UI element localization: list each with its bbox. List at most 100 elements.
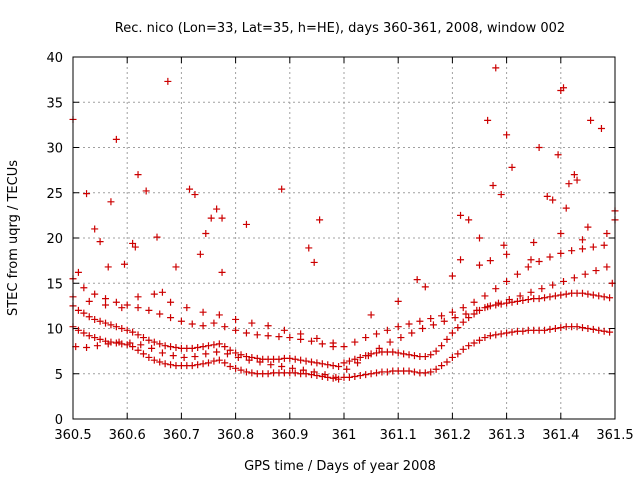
data-point (373, 369, 381, 377)
data-point (421, 369, 429, 377)
data-point (264, 322, 272, 330)
data-point (104, 340, 112, 348)
data-point (129, 328, 137, 336)
data-point (508, 163, 516, 171)
data-point (394, 323, 402, 331)
data-point (459, 304, 467, 312)
data-point (313, 372, 321, 380)
data-point (80, 309, 88, 317)
data-point (351, 372, 359, 380)
data-point (606, 328, 614, 336)
data-point (595, 326, 603, 334)
data-point (597, 124, 605, 132)
data-point (410, 368, 418, 376)
data-point (427, 315, 435, 323)
data-point (153, 233, 161, 241)
data-point (497, 191, 505, 199)
data-point (494, 299, 502, 307)
data-point (210, 357, 218, 365)
data-point (278, 363, 286, 371)
data-point (486, 332, 494, 340)
data-point (573, 323, 581, 331)
data-point (578, 289, 586, 297)
data-point (191, 191, 199, 199)
data-point (91, 290, 99, 298)
data-point (568, 247, 576, 255)
data-point (91, 334, 99, 342)
y-tick-label: 35 (46, 96, 63, 111)
y-tick-label: 25 (46, 187, 63, 202)
data-point (118, 304, 126, 312)
y-tick-label: 10 (46, 323, 63, 338)
data-point (470, 310, 478, 318)
data-point (373, 330, 381, 338)
data-point (91, 225, 99, 233)
data-point (289, 364, 297, 372)
data-point (410, 352, 418, 360)
data-point (210, 319, 218, 327)
data-point (74, 326, 82, 334)
data-point (210, 341, 218, 349)
data-point (429, 321, 437, 329)
data-point (205, 359, 212, 367)
data-point (107, 198, 115, 206)
data-point (156, 340, 164, 348)
data-point (492, 285, 500, 293)
data-point (167, 343, 175, 351)
data-point (253, 354, 261, 362)
data-point (481, 334, 489, 342)
data-point (421, 283, 429, 291)
data-point (351, 338, 359, 346)
data-point (172, 344, 180, 352)
y-ticks: 0 5 10 15 20 25 30 35 40 (46, 51, 615, 428)
data-point (546, 253, 554, 261)
x-tick-label: 361.4 (542, 428, 579, 443)
data-point (421, 353, 429, 361)
data-point (199, 360, 207, 368)
data-point (242, 329, 250, 337)
data-point (248, 319, 256, 327)
data-point (275, 333, 283, 341)
data-point (473, 306, 481, 314)
data-point (454, 350, 462, 358)
plot-frame (72, 56, 616, 420)
data-point (80, 284, 88, 292)
x-tick-label: 361.3 (488, 428, 525, 443)
data-point (188, 362, 196, 370)
x-tick-label: 360.9 (271, 428, 308, 443)
data-point (562, 290, 570, 298)
data-point (481, 292, 489, 300)
data-point (145, 353, 153, 361)
data-point (107, 321, 115, 329)
data-points (69, 64, 619, 383)
data-point (408, 329, 416, 337)
data-point (242, 368, 250, 376)
data-point (416, 317, 424, 325)
x-tick-label: 360.5 (54, 428, 91, 443)
data-point (584, 325, 592, 332)
data-point (484, 116, 492, 124)
data-point (202, 229, 210, 237)
data-point (213, 205, 221, 213)
data-point (253, 331, 261, 339)
data-point (242, 220, 250, 228)
data-point (123, 301, 131, 309)
data-point (139, 350, 147, 358)
data-point (432, 365, 440, 373)
data-point (188, 344, 196, 352)
data-point (242, 353, 250, 361)
data-point (126, 339, 134, 347)
data-point (139, 334, 147, 342)
data-point (104, 263, 112, 271)
data-point (589, 243, 597, 251)
y-axis-label: STEC from uqrg / TECUs (6, 160, 21, 316)
data-point (578, 245, 586, 253)
data-point (74, 268, 82, 276)
data-point (129, 343, 137, 351)
data-point (595, 292, 603, 300)
data-point (145, 306, 153, 314)
data-point (74, 306, 82, 314)
data-point (592, 267, 600, 275)
data-point (600, 241, 608, 249)
data-point (221, 343, 229, 351)
